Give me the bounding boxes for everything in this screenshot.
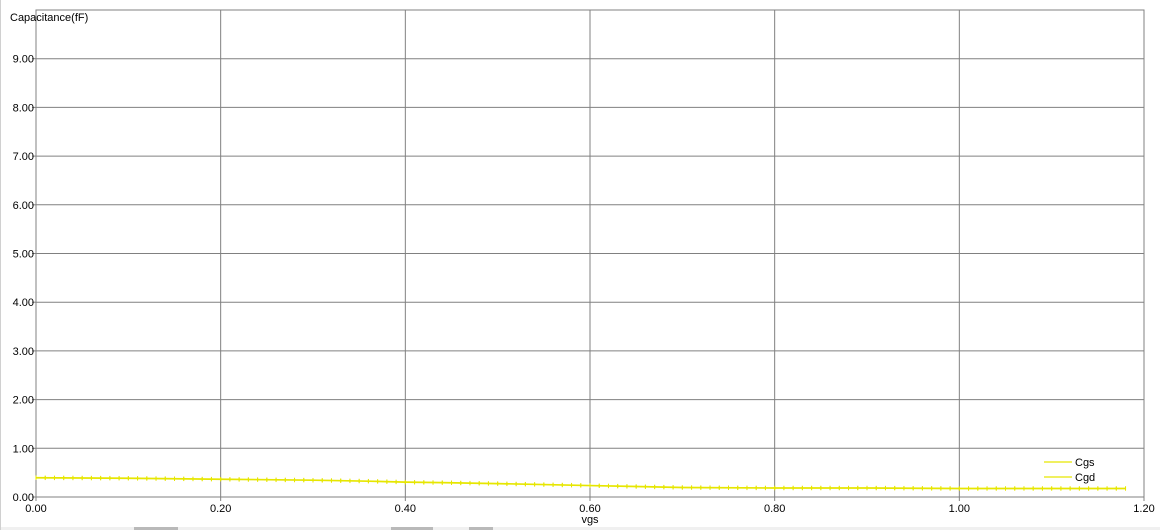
y-tick-label: 6.00 bbox=[13, 200, 34, 212]
bottom-scroll-strip bbox=[1, 527, 1160, 530]
x-axis-label: vgs bbox=[581, 514, 599, 526]
strip-tab bbox=[469, 527, 493, 530]
y-tick-label: 9.00 bbox=[13, 54, 34, 66]
y-tick-label: 4.00 bbox=[13, 297, 34, 309]
y-tick-label: 1.00 bbox=[13, 443, 34, 455]
y-tick-label: 8.00 bbox=[13, 102, 34, 114]
x-tick-label: 0.80 bbox=[764, 503, 785, 515]
strip-tab bbox=[391, 527, 433, 530]
y-axis-label: Capacitance(fF) bbox=[10, 12, 88, 24]
y-tick-label: 3.00 bbox=[13, 346, 34, 358]
grid bbox=[32, 9, 1145, 501]
x-tick-label: 0.00 bbox=[25, 503, 46, 515]
y-tick-label: 2.00 bbox=[13, 395, 34, 407]
legend-label-cgs: Cgs bbox=[1075, 457, 1095, 469]
legend: Cgs Cgd bbox=[1044, 457, 1095, 484]
x-tick-label: 0.20 bbox=[210, 503, 231, 515]
tick-labels: 0.00 0.20 0.40 0.60 0.80 1.00 1.20 0.00 1.00 2.00… bbox=[13, 54, 1155, 515]
x-tick-label: 0.60 bbox=[579, 503, 600, 515]
x-tick-label: 0.40 bbox=[395, 503, 416, 515]
x-tick-label: 1.00 bbox=[949, 503, 970, 515]
y-tick-label: 5.00 bbox=[13, 249, 34, 261]
y-tick-label: 0.00 bbox=[13, 492, 34, 504]
legend-label-cgd: Cgd bbox=[1075, 472, 1095, 484]
strip-tab bbox=[134, 527, 178, 530]
x-tick-label: 1.20 bbox=[1133, 503, 1154, 515]
y-tick-label: 7.00 bbox=[13, 151, 34, 163]
series-layer bbox=[35, 475, 1127, 491]
